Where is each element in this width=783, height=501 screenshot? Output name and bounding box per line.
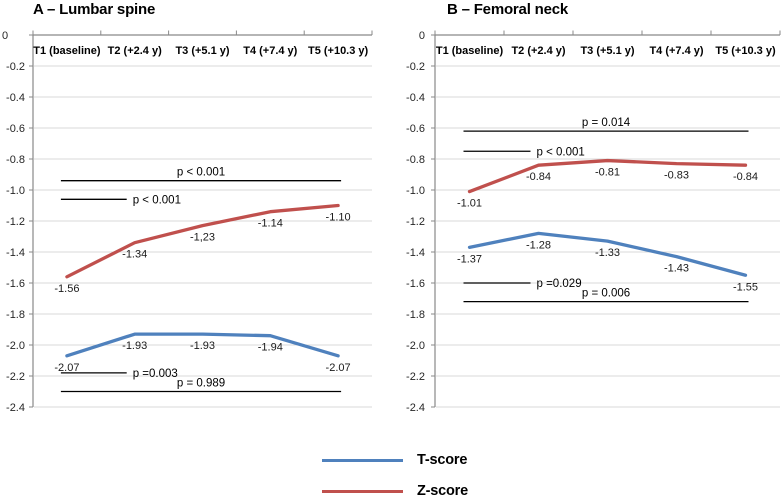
legend-label-t-score: T-score <box>417 452 468 468</box>
category-label: T5 (+10.3 y) <box>308 45 369 57</box>
p-value-label: p < 0.001 <box>537 146 585 158</box>
chart-title-lumbar-spine: A – Lumbar spine <box>33 1 156 18</box>
y-tick-label: -1.4 <box>406 247 425 259</box>
data-point-label: -1.56 <box>54 283 79 295</box>
category-label: T5 (+10.3 y) <box>715 45 776 57</box>
data-point-label: -1,23 <box>190 232 215 244</box>
y-tick-label: -1.8 <box>406 309 425 321</box>
y-tick-label: -2.4 <box>6 402 25 414</box>
y-tick-label: -2.0 <box>406 340 425 352</box>
data-point-label: -2.07 <box>326 362 351 374</box>
p-value-label: p = 0.014 <box>582 117 631 129</box>
data-point-label: -1.55 <box>733 281 758 293</box>
y-tick-label: -1.2 <box>6 216 25 228</box>
data-point-label: -0.83 <box>664 170 689 182</box>
chart-panel-femoral-neck: 0 -0.2 -0.4 -0.6 -0.8 -1.0 -1.2 -1.4 -1.6 -1.8 -2.… <box>392 0 783 440</box>
y-tick-label: -1.6 <box>406 278 425 290</box>
y-tick-label: -2.0 <box>6 340 25 352</box>
y-tick-label: -1.2 <box>406 216 425 228</box>
data-point-label: -2.07 <box>54 362 79 374</box>
t-score-series-line <box>467 231 748 277</box>
t-score-line-sample <box>322 458 403 462</box>
data-point-label: -1.34 <box>122 249 147 261</box>
p-value-label: p < 0.001 <box>133 194 181 206</box>
p-value-label: p = 0.989 <box>177 378 225 390</box>
y-tick-label: -1.4 <box>6 247 25 259</box>
chart-panel-lumbar-spine: 0 -0.2 -0.4 -0.6 -0.8 -1.0 -1.2 -1.4 -1.6 -1.8 -2.… <box>0 0 391 440</box>
y-tick-label: -2.2 <box>6 371 25 383</box>
category-label: T1 (baseline) <box>33 45 101 57</box>
category-label: T3 (+5.1 y) <box>175 45 229 57</box>
category-label: T4 (+7.4 y) <box>649 45 703 57</box>
y-tick-label: -0.8 <box>6 154 25 166</box>
category-label: T2 (+2.4 y) <box>108 45 162 57</box>
data-point-label: -1.37 <box>457 253 482 265</box>
legend-item-t-score: T-score <box>322 446 468 474</box>
y-tick-label: -2.2 <box>406 371 425 383</box>
category-label: T2 (+2.4 y) <box>511 45 565 57</box>
data-point-label: -1.33 <box>595 247 620 259</box>
z-score-line-sample <box>322 489 403 493</box>
y-tick-label: -0.6 <box>6 123 25 135</box>
t-score-series-line <box>65 332 340 358</box>
z-score-series-line <box>467 158 748 194</box>
data-point-label: -1.28 <box>526 239 551 251</box>
p-value-label: p < 0.001 <box>177 167 225 179</box>
femoral-neck-chart: 0 -0.2 -0.4 -0.6 -0.8 -1.0 -1.2 -1.4 -1.6 -1.8 -2.… <box>406 30 781 414</box>
y-tick-label: -1.0 <box>406 185 425 197</box>
data-point-label: -0.84 <box>733 171 758 183</box>
y-tick-label: -2.4 <box>406 402 425 414</box>
y-tick-label: -1.8 <box>6 309 25 321</box>
category-label: T4 (+7.4 y) <box>243 45 297 57</box>
data-point-label: -1.01 <box>457 198 482 210</box>
p-value-label: p =0.029 <box>537 278 582 290</box>
data-point-label: -1.43 <box>664 263 689 275</box>
lumbar-spine-chart: 0 -0.2 -0.4 -0.6 -0.8 -1.0 -1.2 -1.4 -1.6 -1.8 -2.… <box>2 30 373 414</box>
y-tick-label: -0.2 <box>6 61 25 73</box>
data-point-label: -1.10 <box>326 212 351 224</box>
y-tick-label: -0.4 <box>406 92 425 104</box>
y-tick-label: -0.4 <box>6 92 25 104</box>
y-tick-label: -0.8 <box>406 154 425 166</box>
y-tick-label: -0.6 <box>406 123 425 135</box>
y-tick-label: -0.2 <box>406 61 425 73</box>
data-point-label: -1.14 <box>258 218 283 230</box>
category-label: T1 (baseline) <box>436 45 504 57</box>
data-point-label: -1.94 <box>258 342 283 354</box>
data-point-label: -0.81 <box>595 167 620 179</box>
y-tick-label: 0 <box>419 30 425 42</box>
data-point-label: -0.84 <box>526 171 551 183</box>
p-value-label: p = 0.006 <box>582 288 630 300</box>
y-tick-label: -1.0 <box>6 185 25 197</box>
y-tick-label: 0 <box>2 30 8 42</box>
z-score-series-line <box>65 203 340 279</box>
legend: T-score Z-score <box>322 446 468 501</box>
p-value-label: p =0.003 <box>133 368 178 380</box>
y-tick-label: -1.6 <box>6 278 25 290</box>
data-point-label: -1.93 <box>122 340 147 352</box>
legend-item-z-score: Z-score <box>322 477 468 501</box>
data-point-label: -1.93 <box>190 340 215 352</box>
chart-title-femoral-neck: B – Femoral neck <box>447 1 569 18</box>
legend-label-z-score: Z-score <box>417 483 468 499</box>
category-label: T3 (+5.1 y) <box>580 45 634 57</box>
